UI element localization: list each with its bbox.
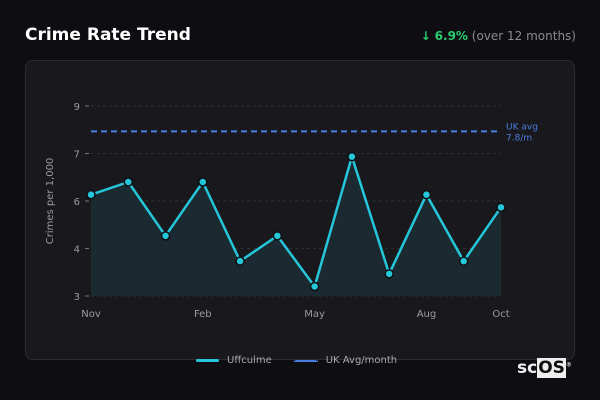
y-tick-label: 4: [74, 245, 80, 256]
data-point: [272, 231, 283, 241]
logo: scOS®: [517, 358, 572, 378]
data-point: [309, 281, 320, 292]
data-point: [421, 189, 432, 200]
reference-value-label: 7.8/m: [506, 133, 532, 143]
chart-title: Crime Rate Trend: [25, 25, 191, 45]
legend-swatch-series: [196, 359, 219, 362]
x-tick-label: Oct: [492, 309, 509, 320]
change-period: (over 12 months): [471, 29, 576, 43]
data-point: [160, 231, 171, 241]
y-tick-label: 9: [74, 102, 80, 113]
x-tick-label: Aug: [417, 309, 437, 320]
series-line: [90, 155, 503, 288]
y-tick-label: 3: [74, 292, 80, 303]
area-fill: [91, 156, 501, 296]
data-point: [86, 189, 96, 200]
change-percent: 6.9%: [434, 29, 468, 43]
data-point: [496, 202, 506, 213]
change-arrow-icon: ↓: [420, 29, 431, 43]
change-summary: ↓ 6.9% (over 12 months): [421, 29, 576, 43]
x-tick-label: Nov: [81, 309, 101, 320]
x-tick-label: May: [304, 309, 325, 320]
y-tick-label: 7: [74, 150, 80, 161]
data-point: [235, 256, 245, 266]
legend-swatch-reference: [293, 359, 318, 362]
data-point: [347, 151, 357, 162]
legend: Uffculme UK Avg/month: [196, 355, 397, 366]
legend-item-series[interactable]: Uffculme: [196, 355, 272, 366]
y-axis-label: Crimes per 1,000: [45, 158, 56, 245]
x-tick-label: Feb: [194, 309, 212, 320]
data-point: [458, 256, 469, 266]
legend-label-series: Uffculme: [227, 355, 272, 366]
reference-label: UK avg: [506, 122, 538, 132]
data-point: [198, 177, 208, 187]
y-tick-label: 6: [74, 197, 80, 208]
legend-label-reference: UK Avg/month: [325, 355, 398, 366]
data-point: [123, 177, 134, 187]
data-point: [384, 269, 394, 279]
legend-item-reference[interactable]: UK Avg/month: [293, 355, 398, 366]
